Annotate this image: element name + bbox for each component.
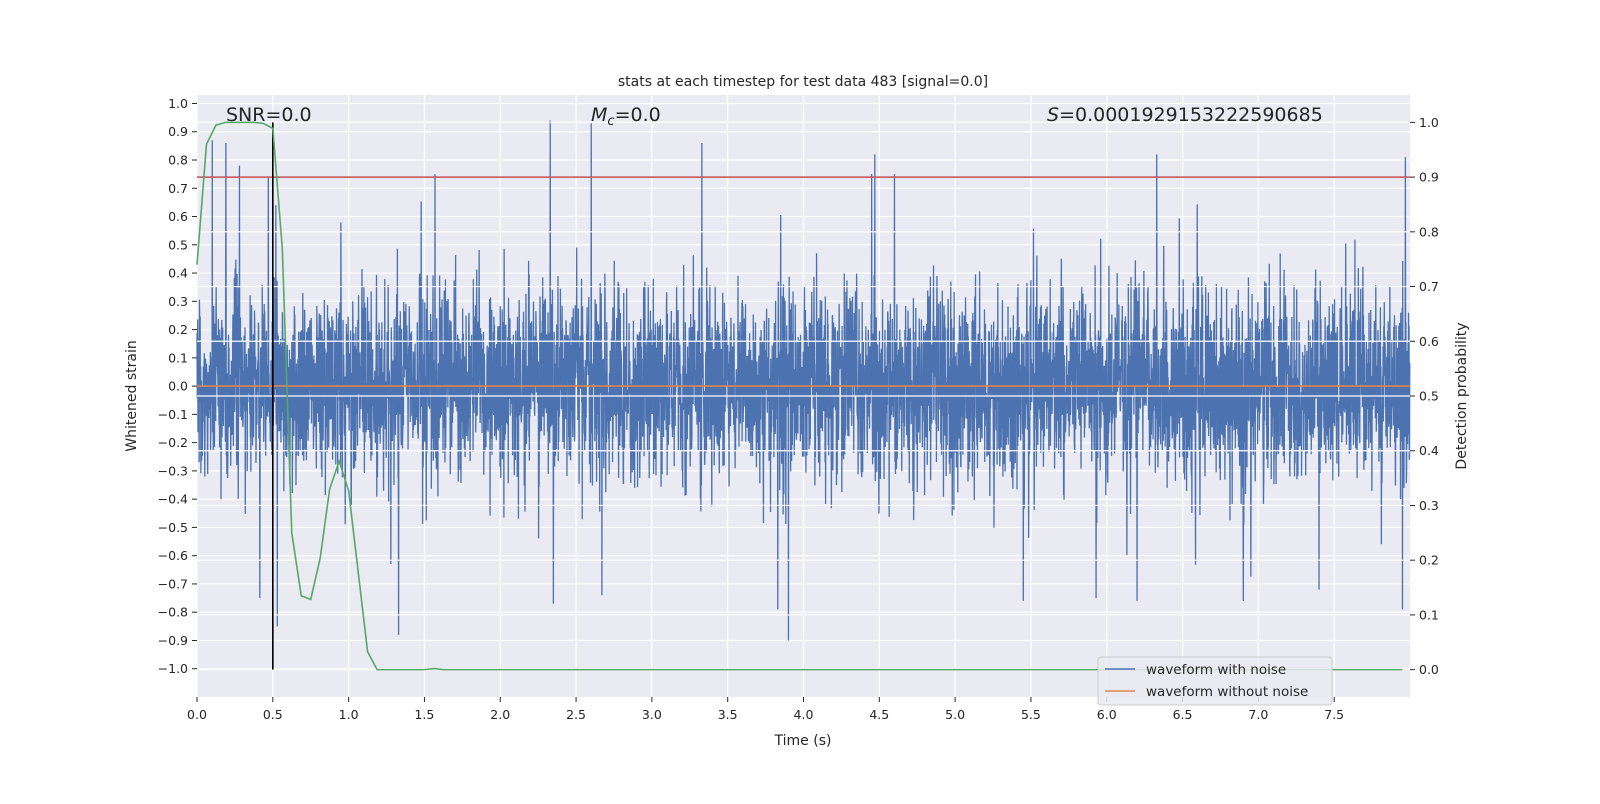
x-tick-label: 1.5 xyxy=(414,707,434,722)
left-tick-label: −0.2 xyxy=(158,435,188,450)
legend-label-noise: waveform with noise xyxy=(1146,662,1286,678)
s-value: =0.0001929153222590685 xyxy=(1059,104,1323,126)
chirp-mass-annotation: Mc=0.0 xyxy=(591,104,661,129)
left-tick-label: 0.9 xyxy=(168,124,188,139)
x-tick-label: 7.0 xyxy=(1248,707,1268,722)
mc-subscript: c xyxy=(607,114,614,129)
x-tick-label: 0.0 xyxy=(187,707,207,722)
detection-probability-line xyxy=(196,121,1403,671)
x-axis-ticks: 0.0 0.5 1.0 1.5 2.0 2.5 3.0 3.5 4.0 4.5 5.0 5.5 6.0 6… xyxy=(187,697,1344,722)
right-tick-label: 0.5 xyxy=(1419,389,1439,404)
chart-title: stats at each timestep for test data 483… xyxy=(618,74,988,90)
x-tick-label: 5.5 xyxy=(1021,707,1041,722)
x-tick-label: 4.0 xyxy=(794,707,814,722)
left-tick-label: 0.4 xyxy=(168,266,188,281)
right-tick-label: 0.6 xyxy=(1419,334,1439,349)
left-tick-label: 0.0 xyxy=(168,379,188,394)
left-tick-label: −1.0 xyxy=(158,661,188,676)
mc-value: =0.0 xyxy=(615,104,661,126)
right-tick-label: 0.7 xyxy=(1419,279,1439,294)
s-symbol: S xyxy=(1047,104,1059,126)
left-tick-label: 0.7 xyxy=(168,181,188,196)
x-tick-label: 6.5 xyxy=(1173,707,1193,722)
x-tick-label: 1.0 xyxy=(339,707,359,722)
x-axis-label: Time (s) xyxy=(774,733,832,749)
x-tick-label: 2.5 xyxy=(566,707,586,722)
right-tick-label: 0.2 xyxy=(1419,553,1439,568)
right-tick-label: 1.0 xyxy=(1419,115,1439,130)
left-tick-label: −0.8 xyxy=(158,605,188,620)
s-annotation: S=0.0001929153222590685 xyxy=(1047,104,1323,126)
x-tick-label: 6.0 xyxy=(1097,707,1117,722)
legend: waveform with noise waveform without noi… xyxy=(1097,656,1333,706)
mc-symbol: M xyxy=(591,104,607,126)
right-tick-label: 0.3 xyxy=(1419,498,1439,513)
left-tick-label: −0.1 xyxy=(158,407,188,422)
left-tick-label: −0.7 xyxy=(158,576,188,591)
snr-annotation: SNR=0.0 xyxy=(226,104,312,126)
legend-label-clean: waveform without noise xyxy=(1146,684,1308,700)
left-tick-label: −0.6 xyxy=(158,548,188,563)
right-tick-label: 0.0 xyxy=(1419,662,1439,677)
right-tick-label: 0.1 xyxy=(1419,607,1439,622)
left-tick-label: −0.4 xyxy=(158,492,188,507)
left-axis-ticks: 1.0 0.9 0.8 0.7 0.6 0.5 0.4 0.3 0.2 0.1 0.0 −0.1 −0.… xyxy=(158,96,197,676)
x-tick-label: 5.0 xyxy=(945,707,965,722)
left-tick-label: 0.5 xyxy=(168,237,188,252)
left-tick-label: −0.3 xyxy=(158,463,188,478)
left-tick-label: 0.1 xyxy=(168,350,188,365)
waveform-with-noise-line xyxy=(196,120,1411,641)
left-tick-label: 1.0 xyxy=(168,96,188,111)
left-tick-label: −0.5 xyxy=(158,520,188,535)
left-tick-label: 0.3 xyxy=(168,294,188,309)
left-axis-label: Whitened strain xyxy=(124,340,140,451)
x-tick-label: 7.5 xyxy=(1324,707,1344,722)
waveform-with-noise-series xyxy=(196,120,1411,641)
right-axis-label: Detection probability xyxy=(1454,322,1470,469)
right-tick-label: 0.8 xyxy=(1419,224,1439,239)
x-tick-label: 3.0 xyxy=(642,707,662,722)
x-tick-label: 2.0 xyxy=(490,707,510,722)
right-axis-ticks: 1.0 0.9 0.8 0.7 0.6 0.5 0.4 0.3 0.2 0.1 0.0 xyxy=(1410,115,1439,677)
x-tick-label: 0.5 xyxy=(263,707,283,722)
left-tick-label: 0.2 xyxy=(168,322,188,337)
legend-box xyxy=(1097,656,1333,706)
left-tick-label: 0.8 xyxy=(168,153,188,168)
right-tick-label: 0.4 xyxy=(1419,443,1439,458)
x-tick-label: 4.5 xyxy=(869,707,889,722)
right-tick-label: 0.9 xyxy=(1419,170,1439,185)
left-tick-label: −0.9 xyxy=(158,633,188,648)
left-tick-label: 0.6 xyxy=(168,209,188,224)
detection-marks xyxy=(196,121,1410,671)
x-tick-label: 3.5 xyxy=(718,707,738,722)
